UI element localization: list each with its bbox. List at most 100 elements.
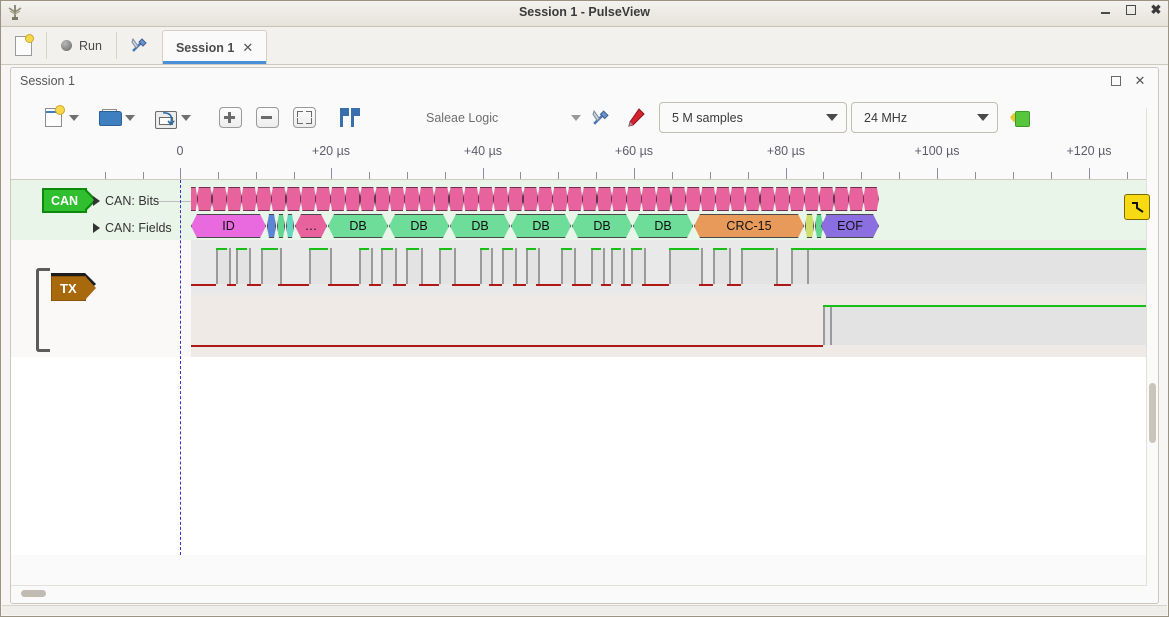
- time-ruler[interactable]: 0 +20 µs +40 µs +60 µs +80 µs +100 µs +120 µs: [11, 139, 1158, 180]
- decoder-bit-cell[interactable]: [715, 187, 731, 211]
- decoder-bit-cell[interactable]: [330, 187, 346, 211]
- decoder-bit-cell[interactable]: [197, 187, 213, 211]
- decoder-bit-cell[interactable]: [626, 187, 642, 211]
- open-file-dropdown-caret[interactable]: [125, 114, 135, 121]
- window-maximize-button[interactable]: [1125, 4, 1137, 16]
- decoder-field-db[interactable]: DB: [389, 214, 449, 238]
- decoder-bit-cell[interactable]: [449, 187, 465, 211]
- new-file-button[interactable]: [39, 104, 67, 132]
- subwindow-close-button[interactable]: ✕: [1134, 73, 1146, 88]
- vertical-scrollbar[interactable]: [1146, 108, 1158, 585]
- decoder-bit-cell[interactable]: [700, 187, 716, 211]
- decoder-bit-cell[interactable]: [671, 187, 687, 211]
- decoder-bit-cell[interactable]: [315, 187, 331, 211]
- decoder-field-small[interactable]: [805, 214, 814, 238]
- decoder-bit-cell[interactable]: [685, 187, 701, 211]
- zoom-in-button[interactable]: [216, 104, 244, 132]
- show-cursors-button[interactable]: [336, 104, 364, 132]
- ruler-tick-major: [634, 168, 635, 179]
- save-file-dropdown-caret[interactable]: [181, 114, 191, 121]
- decoder-bit-cell[interactable]: [760, 187, 776, 211]
- window-minimize-button[interactable]: [1100, 4, 1112, 16]
- decoder-bit-cell[interactable]: [360, 187, 376, 211]
- decoder-bit-cell[interactable]: [523, 187, 539, 211]
- decoder-bit-cell[interactable]: [212, 187, 228, 211]
- vertical-scrollbar-thumb[interactable]: [1149, 383, 1156, 443]
- decoder-field-db[interactable]: DB: [572, 214, 632, 238]
- decoder-bit-cell[interactable]: [300, 187, 316, 211]
- decoder-bit-cell[interactable]: [375, 187, 391, 211]
- decoder-badge-can[interactable]: CAN: [42, 188, 98, 213]
- decoder-tool-button[interactable]: [117, 27, 162, 64]
- decoder-field-small[interactable]: [277, 214, 285, 238]
- decoder-bit-cell[interactable]: [478, 187, 494, 211]
- decoder-bit-cell[interactable]: [286, 187, 302, 211]
- decoder-bit-cell[interactable]: [656, 187, 672, 211]
- decoder-bit-cell[interactable]: [848, 187, 864, 211]
- decoder-field-small[interactable]: [286, 214, 294, 238]
- horizontal-scrollbar[interactable]: [11, 585, 1147, 603]
- decoder-bit-cell[interactable]: [730, 187, 746, 211]
- expander-triangle-icon[interactable]: [93, 196, 100, 206]
- decoder-field--[interactable]: …: [295, 214, 327, 238]
- decoder-bit-cell[interactable]: [834, 187, 850, 211]
- decoder-bit-cell[interactable]: [404, 187, 420, 211]
- subwindow-maximize-button[interactable]: [1108, 73, 1124, 89]
- decoder-bit-cell[interactable]: [434, 187, 450, 211]
- decoder-bit-cell[interactable]: [345, 187, 361, 211]
- decoder-bit-cell[interactable]: [789, 187, 805, 211]
- decoder-bit-cell[interactable]: [493, 187, 509, 211]
- decoder-bit-cell[interactable]: [567, 187, 583, 211]
- run-button[interactable]: Run: [47, 27, 116, 64]
- decoder-bit-cell[interactable]: [463, 187, 479, 211]
- decoder-field-small[interactable]: [267, 214, 276, 238]
- decoder-bit-cell[interactable]: [241, 187, 257, 211]
- decoder-bit-cell[interactable]: [804, 187, 820, 211]
- decoder-bit-cell[interactable]: [256, 187, 272, 211]
- window-close-button[interactable]: ✖: [1150, 2, 1162, 17]
- decoder-bit-cell[interactable]: [508, 187, 524, 211]
- decoder-bit-cell[interactable]: [271, 187, 287, 211]
- decoder-row-bits[interactable]: CAN: Bits: [93, 194, 159, 208]
- tab-session-1-close-icon[interactable]: ✕: [242, 39, 254, 55]
- decoder-field-db[interactable]: DB: [633, 214, 693, 238]
- save-file-button[interactable]: ⤵: [151, 104, 179, 132]
- decoder-field-db[interactable]: DB: [328, 214, 388, 238]
- trigger-marker[interactable]: [1124, 194, 1150, 220]
- decoder-bit-cell[interactable]: [537, 187, 553, 211]
- decoder-bit-cell[interactable]: [419, 187, 435, 211]
- decoder-bit-cell[interactable]: [611, 187, 627, 211]
- decoder-bit-cell[interactable]: [389, 187, 405, 211]
- decoder-field-db[interactable]: DB: [511, 214, 571, 238]
- zoom-fit-button[interactable]: [290, 104, 318, 132]
- decoder-bit-cell[interactable]: [597, 187, 613, 211]
- horizontal-scrollbar-thumb[interactable]: [21, 590, 46, 597]
- new-file-dropdown-caret[interactable]: [69, 114, 79, 121]
- decoder-bit-cell[interactable]: [745, 187, 761, 211]
- decoder-field-crc-15[interactable]: CRC-15: [694, 214, 804, 238]
- decoder-field-id[interactable]: ID: [191, 214, 266, 238]
- decoder-bit-cell[interactable]: [552, 187, 568, 211]
- device-configure-button[interactable]: [587, 104, 615, 132]
- device-selector[interactable]: Saleae Logic: [426, 103, 587, 132]
- zoom-out-button[interactable]: [253, 104, 281, 132]
- decoder-row-fields[interactable]: CAN: Fields: [93, 221, 172, 235]
- open-file-button[interactable]: [95, 104, 123, 132]
- expander-triangle-icon[interactable]: [93, 223, 100, 233]
- trigger-probe-button[interactable]: [621, 104, 649, 132]
- time-cursor[interactable]: [180, 180, 181, 555]
- decoder-bit-cell[interactable]: [774, 187, 790, 211]
- decoder-bit-cell[interactable]: [226, 187, 242, 211]
- tab-session-1[interactable]: Session 1 ✕: [161, 30, 268, 64]
- zoom-in-icon: [218, 107, 242, 128]
- decoder-field-eof[interactable]: EOF: [821, 214, 879, 238]
- new-session-button[interactable]: [1, 27, 46, 64]
- decoder-bit-cell[interactable]: [641, 187, 657, 211]
- sample-rate-selector[interactable]: 24 MHz: [851, 102, 998, 133]
- sample-count-selector[interactable]: 5 M samples: [659, 102, 847, 133]
- decoder-bit-cell[interactable]: [863, 187, 879, 211]
- channel-badge-tx[interactable]: TX: [51, 276, 96, 301]
- decoder-bit-cell[interactable]: [582, 187, 598, 211]
- decoder-field-db[interactable]: DB: [450, 214, 510, 238]
- decoder-bit-cell[interactable]: [819, 187, 835, 211]
